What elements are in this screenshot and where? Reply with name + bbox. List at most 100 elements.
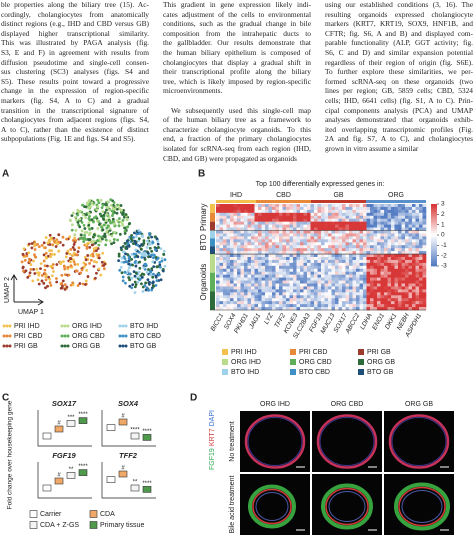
heatmap-cell	[422, 307, 427, 311]
heatmap-cell	[268, 218, 273, 222]
heatmap-cell	[363, 206, 367, 211]
umap-cell	[144, 281, 148, 285]
heatmap-cell	[275, 224, 280, 228]
heatmap-cell	[300, 215, 304, 220]
heatmap-cell	[272, 286, 276, 290]
heatmap-cell	[387, 215, 392, 220]
umap-cell	[91, 252, 95, 256]
heatmap-cell	[279, 289, 283, 293]
heatmap-cell	[219, 248, 224, 252]
heatmap-cell	[296, 286, 301, 290]
organoid-nuclei	[391, 417, 447, 466]
heatmap-cell	[324, 257, 329, 261]
legend-label: PRI GB	[14, 343, 38, 350]
heatmap-cell	[293, 265, 297, 270]
heatmap-cell	[401, 289, 406, 293]
umap-cell	[29, 268, 33, 271]
heatmap-cell	[394, 277, 399, 281]
text-line: A to C), rather than the existence of di…	[1, 124, 149, 134]
heatmap-cell	[384, 268, 388, 273]
heatmap-cell	[300, 204, 304, 208]
heatmap-cell	[240, 289, 245, 293]
heatmap-cell	[338, 277, 343, 281]
heatmap-cell	[265, 289, 269, 293]
umap-cell	[118, 217, 121, 220]
umap-cell	[133, 285, 137, 289]
heatmap-cell	[373, 295, 378, 299]
heatmap-cell	[384, 221, 388, 225]
heatmap-cell	[398, 204, 402, 208]
umap-cell	[163, 264, 167, 268]
heatmap-cell	[314, 277, 318, 281]
heatmap-cell	[317, 236, 322, 240]
heatmap-cell	[380, 251, 385, 255]
row-strip	[210, 254, 215, 273]
umap-cell	[138, 277, 142, 281]
heatmap-cell	[314, 218, 318, 222]
umap-cell	[20, 260, 24, 264]
heatmap-cell	[419, 295, 423, 299]
heatmap-cell	[286, 215, 290, 220]
heatmap-cell	[268, 236, 273, 240]
heatmap-cell	[370, 298, 374, 302]
text-line: grown in vitro assume a similar	[325, 143, 419, 153]
heatmap-cell	[377, 262, 381, 267]
legend-dot	[63, 324, 67, 328]
heatmap-cell	[398, 304, 402, 308]
heatmap-cell	[275, 242, 280, 246]
heatmap-cell	[349, 286, 353, 290]
heatmap-cell	[216, 295, 220, 299]
heatmap-cell	[303, 283, 308, 287]
heatmap-cell	[321, 212, 325, 217]
box	[66, 472, 76, 479]
heatmap-cell	[352, 224, 357, 228]
heatmap-cell	[422, 209, 427, 214]
legend-dot	[63, 344, 67, 348]
heatmap-cell	[342, 204, 346, 208]
heatmap-cell	[412, 301, 416, 305]
heatmap-cell	[419, 262, 423, 267]
heatmap-cell	[338, 283, 343, 287]
heatmap-cell	[289, 215, 294, 220]
heatmap-cell	[286, 212, 290, 217]
heatmap-cell	[226, 289, 231, 293]
significance: **	[69, 467, 74, 473]
heatmap-cell	[265, 295, 269, 299]
heatmap-cell	[338, 209, 343, 214]
heatmap-cell	[254, 259, 259, 264]
heatmap-cell	[349, 304, 353, 308]
umap-cell	[147, 232, 151, 235]
heatmap-cell	[289, 236, 294, 240]
heatmap-cell	[408, 265, 413, 270]
heatmap-cell	[342, 259, 346, 264]
heatmap-cell	[314, 245, 318, 249]
heatmap-cell	[300, 230, 304, 234]
heatmap-cell	[314, 230, 318, 234]
heatmap-cell	[300, 227, 304, 231]
heatmap-cell	[398, 274, 402, 278]
heatmap-cell	[373, 268, 378, 273]
heatmap-cell	[331, 242, 336, 246]
heatmap-cell	[352, 242, 357, 246]
heatmap-cell	[219, 286, 224, 290]
heatmap-cell	[317, 206, 322, 211]
heatmap-cell	[317, 254, 322, 258]
umap-cell	[94, 241, 97, 245]
heatmap-cell	[359, 259, 364, 264]
heatmap-cell	[303, 268, 308, 273]
heatmap-cell	[272, 265, 276, 270]
umap-cell	[126, 269, 130, 273]
heatmap-cell	[219, 265, 224, 270]
micrograph	[240, 411, 310, 472]
heatmap-cell	[370, 221, 374, 225]
umap-cell	[103, 211, 107, 214]
umap-cell	[105, 230, 109, 233]
heatmap-cell	[422, 301, 427, 305]
heatmap-cell	[342, 271, 346, 275]
heatmap-cell	[216, 277, 220, 281]
heatmap-cell	[310, 283, 315, 287]
umap-cell	[113, 231, 117, 234]
heatmap-cell	[300, 295, 304, 299]
row-strip	[210, 221, 215, 231]
heatmap-cell	[405, 245, 409, 249]
